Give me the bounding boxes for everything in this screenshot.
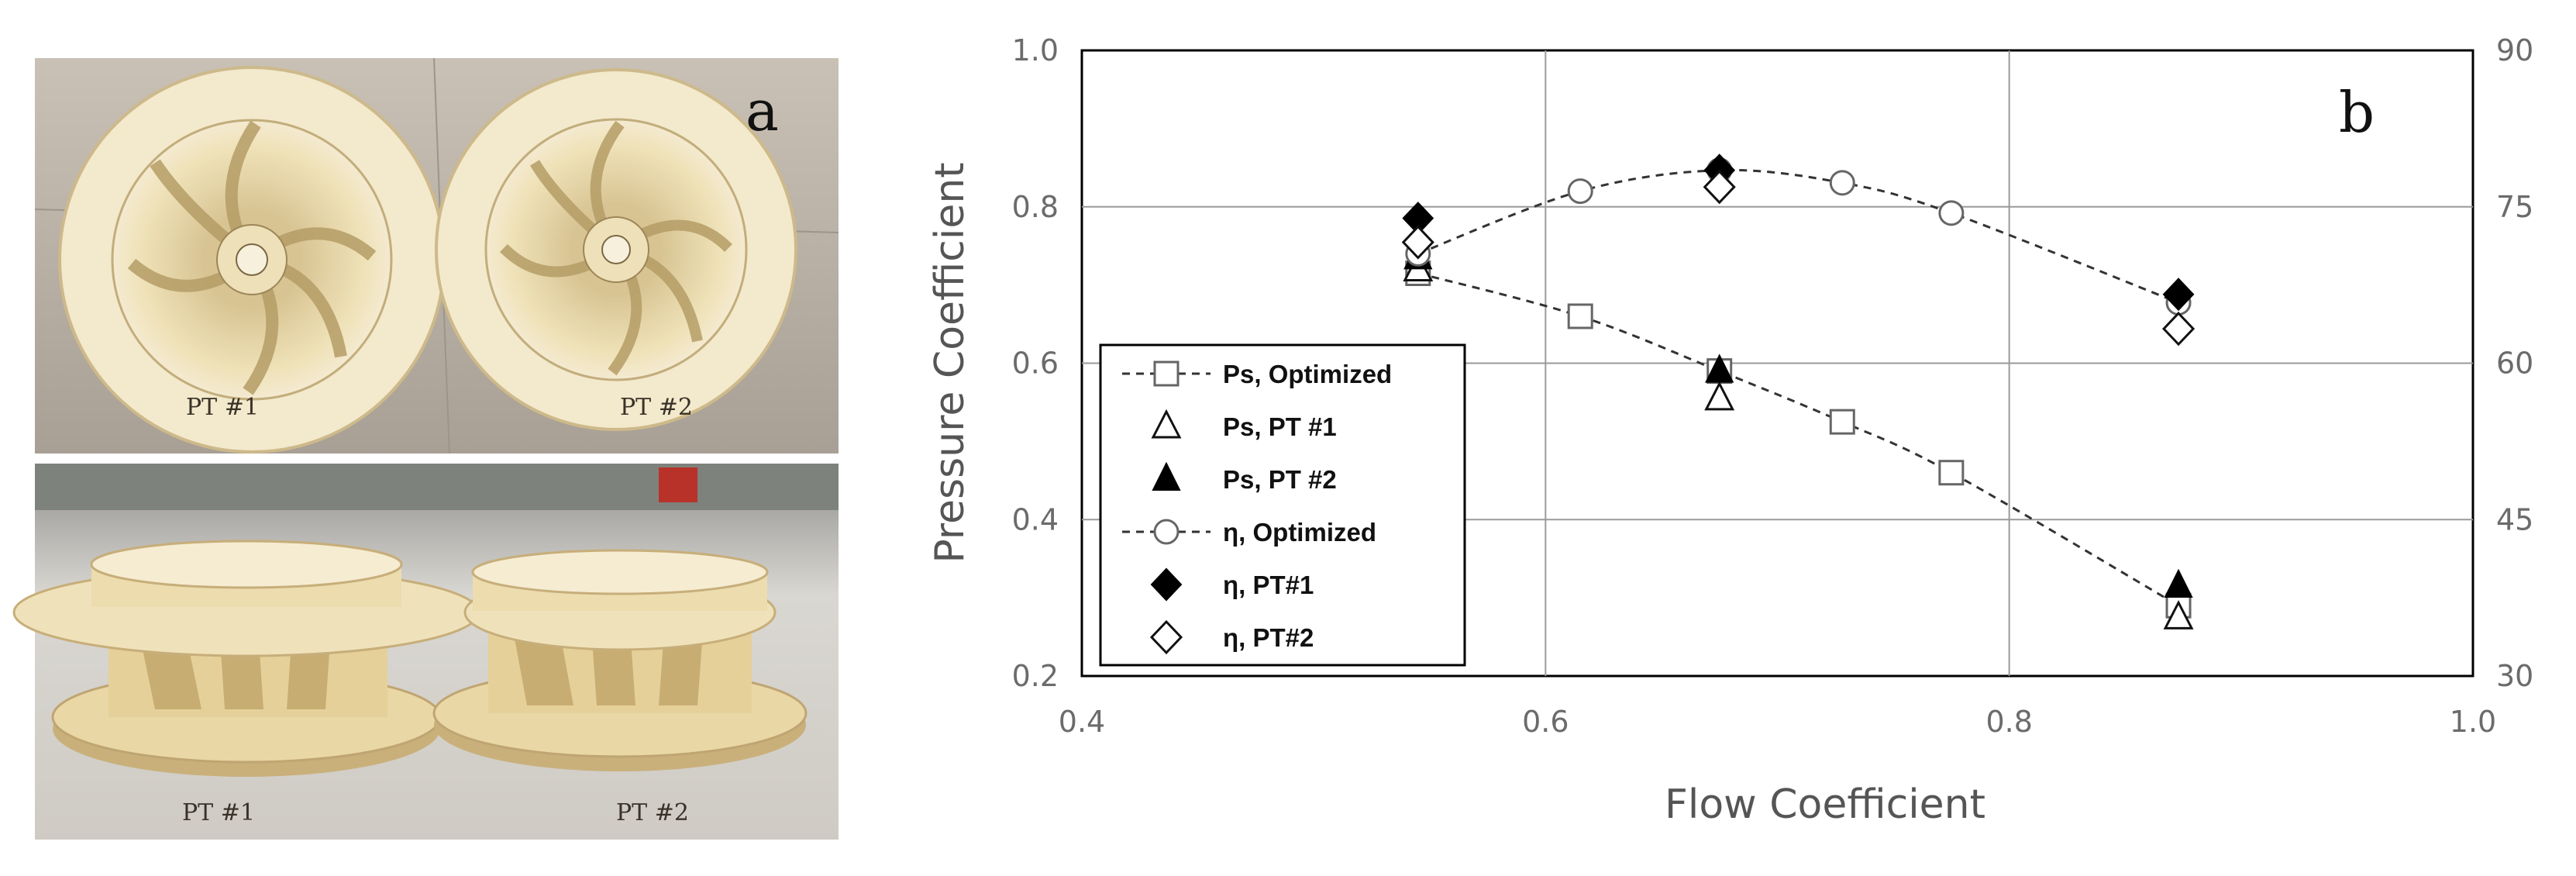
legend-label-5: η, PT#2 bbox=[1223, 623, 1314, 652]
series-line-3 bbox=[1417, 168, 2179, 304]
point-s3-3 bbox=[1829, 170, 1855, 196]
point-s1-1 bbox=[1704, 381, 1735, 411]
y2-tick-label: 75 bbox=[2496, 190, 2533, 224]
y-tick-label: 0.4 bbox=[1012, 502, 1059, 536]
point-s3-4 bbox=[1938, 200, 1965, 226]
x-tick-label: 0.6 bbox=[1522, 705, 1569, 739]
point-s0-4 bbox=[1938, 460, 1965, 486]
point-s5-0 bbox=[1401, 225, 1434, 260]
legend-marker-4 bbox=[1150, 567, 1183, 602]
point-s5-1 bbox=[1703, 170, 1736, 205]
photo-bottom-label-pt1: PT #1 bbox=[182, 799, 255, 826]
point-s3-1 bbox=[1567, 178, 1593, 205]
panel-label-a: a bbox=[746, 78, 779, 143]
x-tick-label: 0.4 bbox=[1059, 705, 1105, 739]
x-tick-label: 1.0 bbox=[2450, 705, 2496, 739]
point-s2-2 bbox=[2164, 568, 2193, 598]
legend-marker-5 bbox=[1149, 619, 1183, 655]
y2-tick-label: 90 bbox=[2496, 33, 2533, 67]
point-s5-2 bbox=[2161, 311, 2195, 347]
point-s0-3 bbox=[1829, 409, 1855, 435]
panel-label-b: b bbox=[2339, 80, 2375, 145]
legend-marker-3 bbox=[1153, 519, 1180, 545]
point-s1-2 bbox=[2163, 600, 2194, 629]
y-tick-label: 0.8 bbox=[1012, 190, 1059, 224]
top-photo: PT #1 PT #2 a bbox=[34, 57, 839, 454]
legend-label-0: Ps, Optimized bbox=[1223, 360, 1392, 388]
y2-tick-label: 30 bbox=[2496, 659, 2533, 693]
y-axis-label: Pressure Coefficient bbox=[927, 162, 973, 563]
series-markers bbox=[1401, 153, 2195, 629]
point-s4-2 bbox=[2162, 278, 2195, 312]
x-tick-label: 0.8 bbox=[1985, 705, 2032, 739]
legend-box bbox=[1099, 343, 1466, 667]
photo-top-label-pt1: PT #1 bbox=[186, 394, 259, 421]
impeller-pt1-top bbox=[58, 66, 446, 454]
legend-label-1: Ps, PT #1 bbox=[1223, 412, 1337, 441]
bottom-photo: PT #1 PT #2 bbox=[12, 464, 839, 840]
y2-tick-label: 45 bbox=[2496, 502, 2533, 536]
series-lines bbox=[1417, 168, 2179, 607]
x-axis-label: Flow Coefficient bbox=[1665, 781, 1985, 828]
point-s0-1 bbox=[1567, 303, 1593, 329]
legend-marker-1 bbox=[1151, 409, 1182, 439]
impeller-pt2-bottom bbox=[432, 549, 808, 771]
legend-label-2: Ps, PT #2 bbox=[1223, 465, 1337, 494]
photo-panel: PT #1 PT #2 a bbox=[12, 57, 839, 840]
legend: Ps, Optimized Ps, PT #1 Ps, PT #2 η, Optimi… bbox=[1099, 343, 1466, 667]
y2-tick-label: 60 bbox=[2496, 347, 2533, 381]
legend-label-3: η, Optimized bbox=[1223, 518, 1376, 547]
legend-marker-0 bbox=[1153, 360, 1180, 387]
point-s2-1 bbox=[1705, 354, 1734, 383]
series-line-0 bbox=[1417, 272, 2179, 607]
legend-marker-2 bbox=[1152, 461, 1181, 491]
photo-top-label-pt2: PT #2 bbox=[620, 394, 693, 421]
y-tick-label: 0.6 bbox=[1012, 347, 1059, 381]
y-tick-label: 1.0 bbox=[1012, 33, 1059, 67]
legend-label-4: η, PT#1 bbox=[1223, 571, 1314, 599]
impeller-pt2-top bbox=[435, 68, 797, 431]
y-tick-label: 0.2 bbox=[1012, 659, 1059, 693]
photo-bottom-label-pt2: PT #2 bbox=[616, 799, 689, 826]
